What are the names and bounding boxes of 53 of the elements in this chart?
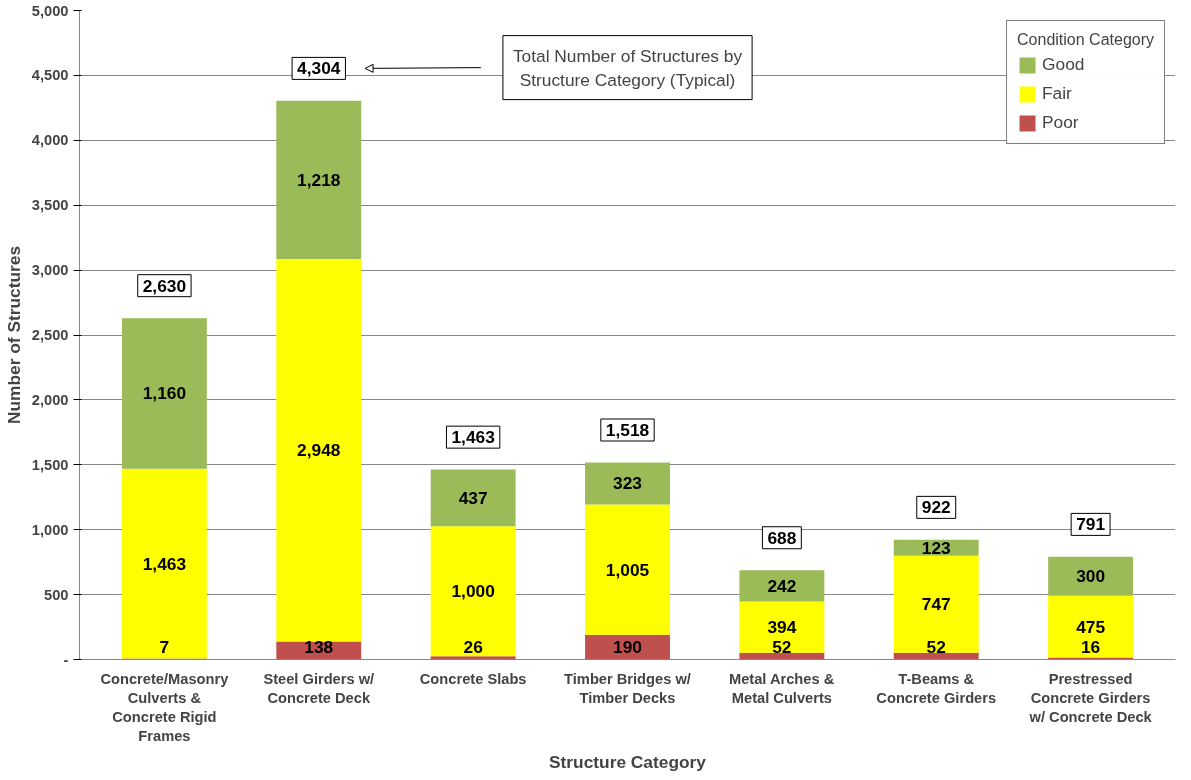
data-label: 394	[767, 617, 797, 638]
x-tick-label: Concrete Slabs	[419, 670, 527, 687]
x-tick-label: Prestressed Concrete Girders w/ Concrete Deck	[1028, 670, 1153, 725]
legend-title: Condition Category	[1017, 31, 1154, 49]
total-label: 1,463	[451, 427, 496, 448]
x-axis-title: Structure Category	[549, 752, 707, 773]
y-axis-title: Number of Structures	[3, 245, 24, 425]
data-label: 1,463	[142, 553, 187, 574]
y-tick-label: 2,000	[31, 391, 69, 408]
legend-label: Poor	[1042, 112, 1079, 133]
y-tick-label: 4,000	[31, 132, 69, 149]
x-tick-label: Concrete/Masonry Culverts & Concrete Rigid Frames	[100, 670, 230, 745]
data-label: 52	[926, 636, 946, 657]
x-tick-label: Steel Girders w/ Concrete Deck	[263, 670, 375, 706]
x-tick-label: Metal Arches & Metal Culverts	[728, 670, 835, 706]
y-tick-label: 1,000	[31, 521, 69, 538]
data-label: 16	[1080, 636, 1101, 657]
y-tick-label: 3,500	[31, 197, 69, 214]
total-label: 2,630	[142, 275, 187, 296]
y-tick-label: 2,500	[31, 327, 69, 343]
data-label: 437	[458, 487, 488, 508]
data-label: 190	[613, 636, 642, 657]
data-label: 26	[463, 636, 484, 657]
data-label: 1,000	[451, 581, 495, 602]
data-label: 242	[767, 575, 797, 596]
data-label: 138	[304, 636, 334, 657]
y-tick-label: 500	[44, 586, 69, 603]
y-tick-label: 4,500	[31, 67, 69, 84]
y-tick-label: 1,500	[31, 456, 69, 473]
legend-label: Good	[1042, 54, 1085, 75]
data-label: 123	[921, 537, 952, 558]
legend-label: Fair	[1042, 83, 1072, 104]
y-tick-label: 5,000	[31, 2, 69, 19]
y-tick-label: -	[63, 651, 69, 668]
total-label: 1,518	[605, 420, 650, 441]
total-label: 922	[921, 497, 951, 518]
data-label: 300	[1076, 566, 1106, 587]
data-label: 2,948	[297, 440, 341, 461]
total-label: 688	[767, 527, 797, 548]
data-label: 7	[159, 636, 170, 657]
data-label: 52	[772, 636, 792, 657]
data-label: 1,160	[142, 383, 187, 404]
data-label: 747	[921, 594, 951, 615]
data-label: 1,218	[297, 169, 341, 190]
annotation: Total Number of Structures by Structure Category (Typical)	[512, 45, 743, 90]
data-label: 323	[613, 473, 643, 494]
data-label: 1,005	[605, 559, 650, 580]
x-tick-label: Timber Bridges w/ Timber Decks	[564, 670, 691, 706]
data-label: 475	[1076, 616, 1106, 637]
total-label: 4,304	[297, 58, 341, 79]
x-tick-label: T-Beams & Concrete Girders	[876, 670, 997, 706]
y-tick-label: 3,000	[31, 262, 69, 279]
total-label: 791	[1076, 514, 1106, 535]
